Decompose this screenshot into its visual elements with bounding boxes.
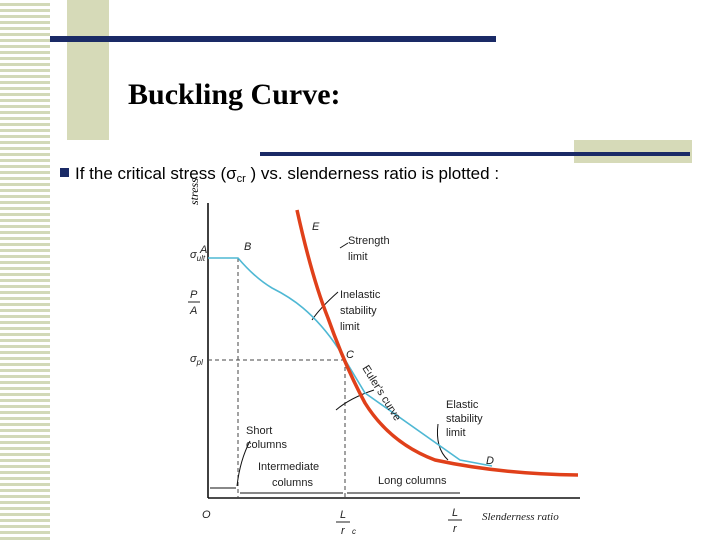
strength-label-1: Strength [348,235,390,247]
bullet-rest: ) vs. slenderness ratio is plotted : [245,164,500,183]
lr-r: r [453,523,458,535]
short-leader [236,440,251,487]
inelastic-label-1: Inelastic [340,289,381,301]
bullet-point: If the critical stress (σcr ) vs. slende… [60,164,499,185]
lr-c-l: L [340,509,346,521]
elastic-label-3: limit [446,427,466,439]
a-label: A [189,305,197,317]
strength-label-2: limit [348,251,368,263]
short-columns-label-2: columns [246,439,287,451]
p-label: P [190,289,198,301]
euler-curve [295,209,579,477]
point-a-label: A [199,244,207,256]
content-rule [260,152,690,156]
title-rule [50,36,496,42]
decorative-block-small [574,140,692,163]
intermediate-columns-label-1: Intermediate [258,461,319,473]
lr-c-sub: c [352,527,356,536]
sigma-pl-label: σpl [190,353,203,367]
short-columns-label-1: Short [246,425,272,437]
slide-title: Buckling Curve: [128,78,341,111]
inelastic-label-3: limit [340,321,360,333]
bullet-subscript: cr [236,173,246,185]
bullet-icon [60,168,69,177]
intermediate-columns-label-2: columns [272,477,313,489]
decorative-block [67,0,109,140]
decorative-strip [0,0,50,540]
lr-c-r: r [341,525,346,536]
point-d-label: D [486,455,494,467]
point-b-label: B [244,241,251,253]
lr-l: L [452,507,458,519]
euler-leader [335,389,375,411]
elastic-label-1: Elastic [446,399,479,411]
elastic-label-2: stability [446,413,483,425]
origin-label: O [202,509,211,521]
sigma-ult-label: σult [190,249,206,263]
buckling-diagram: σult P A σpl A B C D E O Strength limit … [188,203,580,536]
inelastic-label-2: stability [340,305,377,317]
strength-leader [339,242,349,249]
slenderness-ratio-label: Slenderness ratio [482,511,559,523]
long-columns-label: Long columns [378,475,447,487]
point-e-label: E [312,221,320,233]
stability-curve [208,257,493,467]
point-c-label: C [346,349,354,361]
bullet-text: If the critical stress (σ [75,164,237,183]
